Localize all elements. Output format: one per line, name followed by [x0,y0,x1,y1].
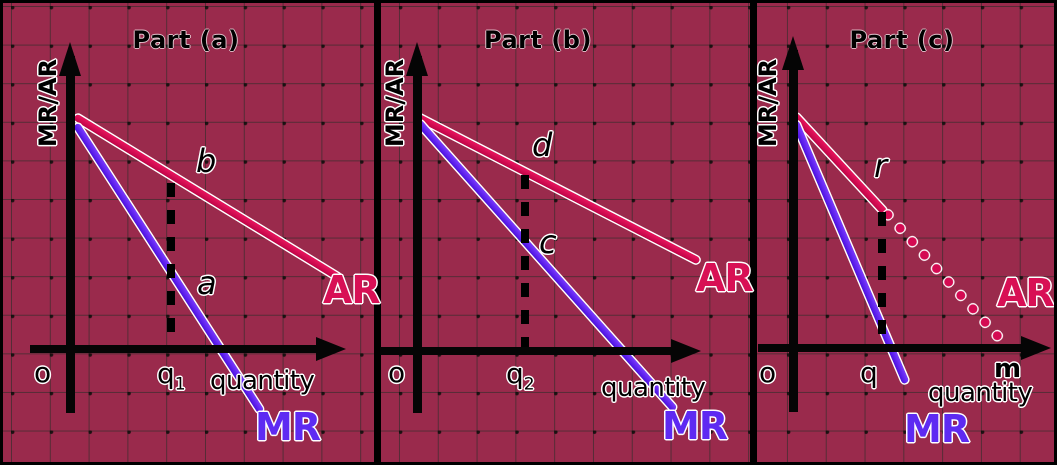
panel-c-dashed-guide-line [878,212,886,346]
panel-b-dashed-guide-line [521,175,529,348]
panel-a-mr-curve-label: MR [255,405,321,449]
panel-b-point-d-label: d [532,126,553,164]
panel-b-q-base: q [506,357,524,390]
panel-c-mr-curve-label: MR [904,407,970,451]
panel-b-x-axis [380,347,672,355]
panel-b-origin-label: o [388,356,406,389]
panel-a-q-base: q [157,357,175,390]
panel-a-point-b-label: b [196,142,217,180]
panel-b-ar-line [415,113,701,265]
panel-c-q-base: q [860,356,878,389]
panel-a-ar-line [73,113,343,282]
panel-c-y-axis [789,50,798,412]
panel-b-y-axis [413,56,422,413]
panel-c-x-axis [758,344,1022,352]
panel-a-origin-label: o [34,356,52,389]
panel-b-q-subscript: 2 [523,374,535,395]
panel-a-y-axis-label: MR/AR [34,58,62,148]
panel-b-y-axis-arrowhead-icon [406,42,428,76]
panel-b-q2-label: q2 [506,357,535,393]
panel-b-title: Part (b) [484,26,592,54]
panel-b-mr-curve-label: MR [662,404,728,448]
panel-a-x-axis [30,345,317,353]
panel-a-q-subscript: 1 [174,374,186,395]
panel-a-x-axis-arrowhead-icon [316,337,346,361]
panel-b-ar-curve-label: AR [696,256,754,300]
panel-a-q1-label: q1 [157,357,186,393]
panel-a-title: Part (a) [132,26,240,54]
panel-b-x-axis-title: quantity [601,373,706,403]
panel-a-dashed-guide-line [167,183,175,346]
panel-c-y-axis-label: MR/AR [754,58,782,148]
panel-a-x-axis-title: quantity [210,366,315,396]
panel-b-x-axis-arrowhead-icon [671,339,701,363]
panel-b-y-axis-label: MR/AR [381,58,409,148]
panel-c-y-axis-arrowhead-icon [782,36,804,70]
panel-c-point-r-label: r [874,147,888,185]
panel-c-x-axis-title: quantity [928,378,1033,408]
panel-c-origin-label: o [759,356,777,389]
panel-a-y-axis-arrowhead-icon [59,42,81,76]
panel-c-x-axis-arrowhead-icon [1021,336,1051,360]
panel-divider-1 [374,0,381,465]
panel-c-q-label: q [860,356,878,389]
panel-c-title: Part (c) [849,26,955,54]
panel-a-point-a-label: a [197,264,217,302]
panel-a-ar-curve-label: AR [323,268,381,312]
panel-divider-2 [750,0,757,465]
panel-c-ar-curve-label: AR [997,271,1055,315]
panel-b-point-c-label: c [539,223,557,261]
panel-c-ar-line-dotted [881,208,1004,343]
panel-a-y-axis [66,56,75,413]
panel-c-intercept-m-label: m [994,354,1022,384]
